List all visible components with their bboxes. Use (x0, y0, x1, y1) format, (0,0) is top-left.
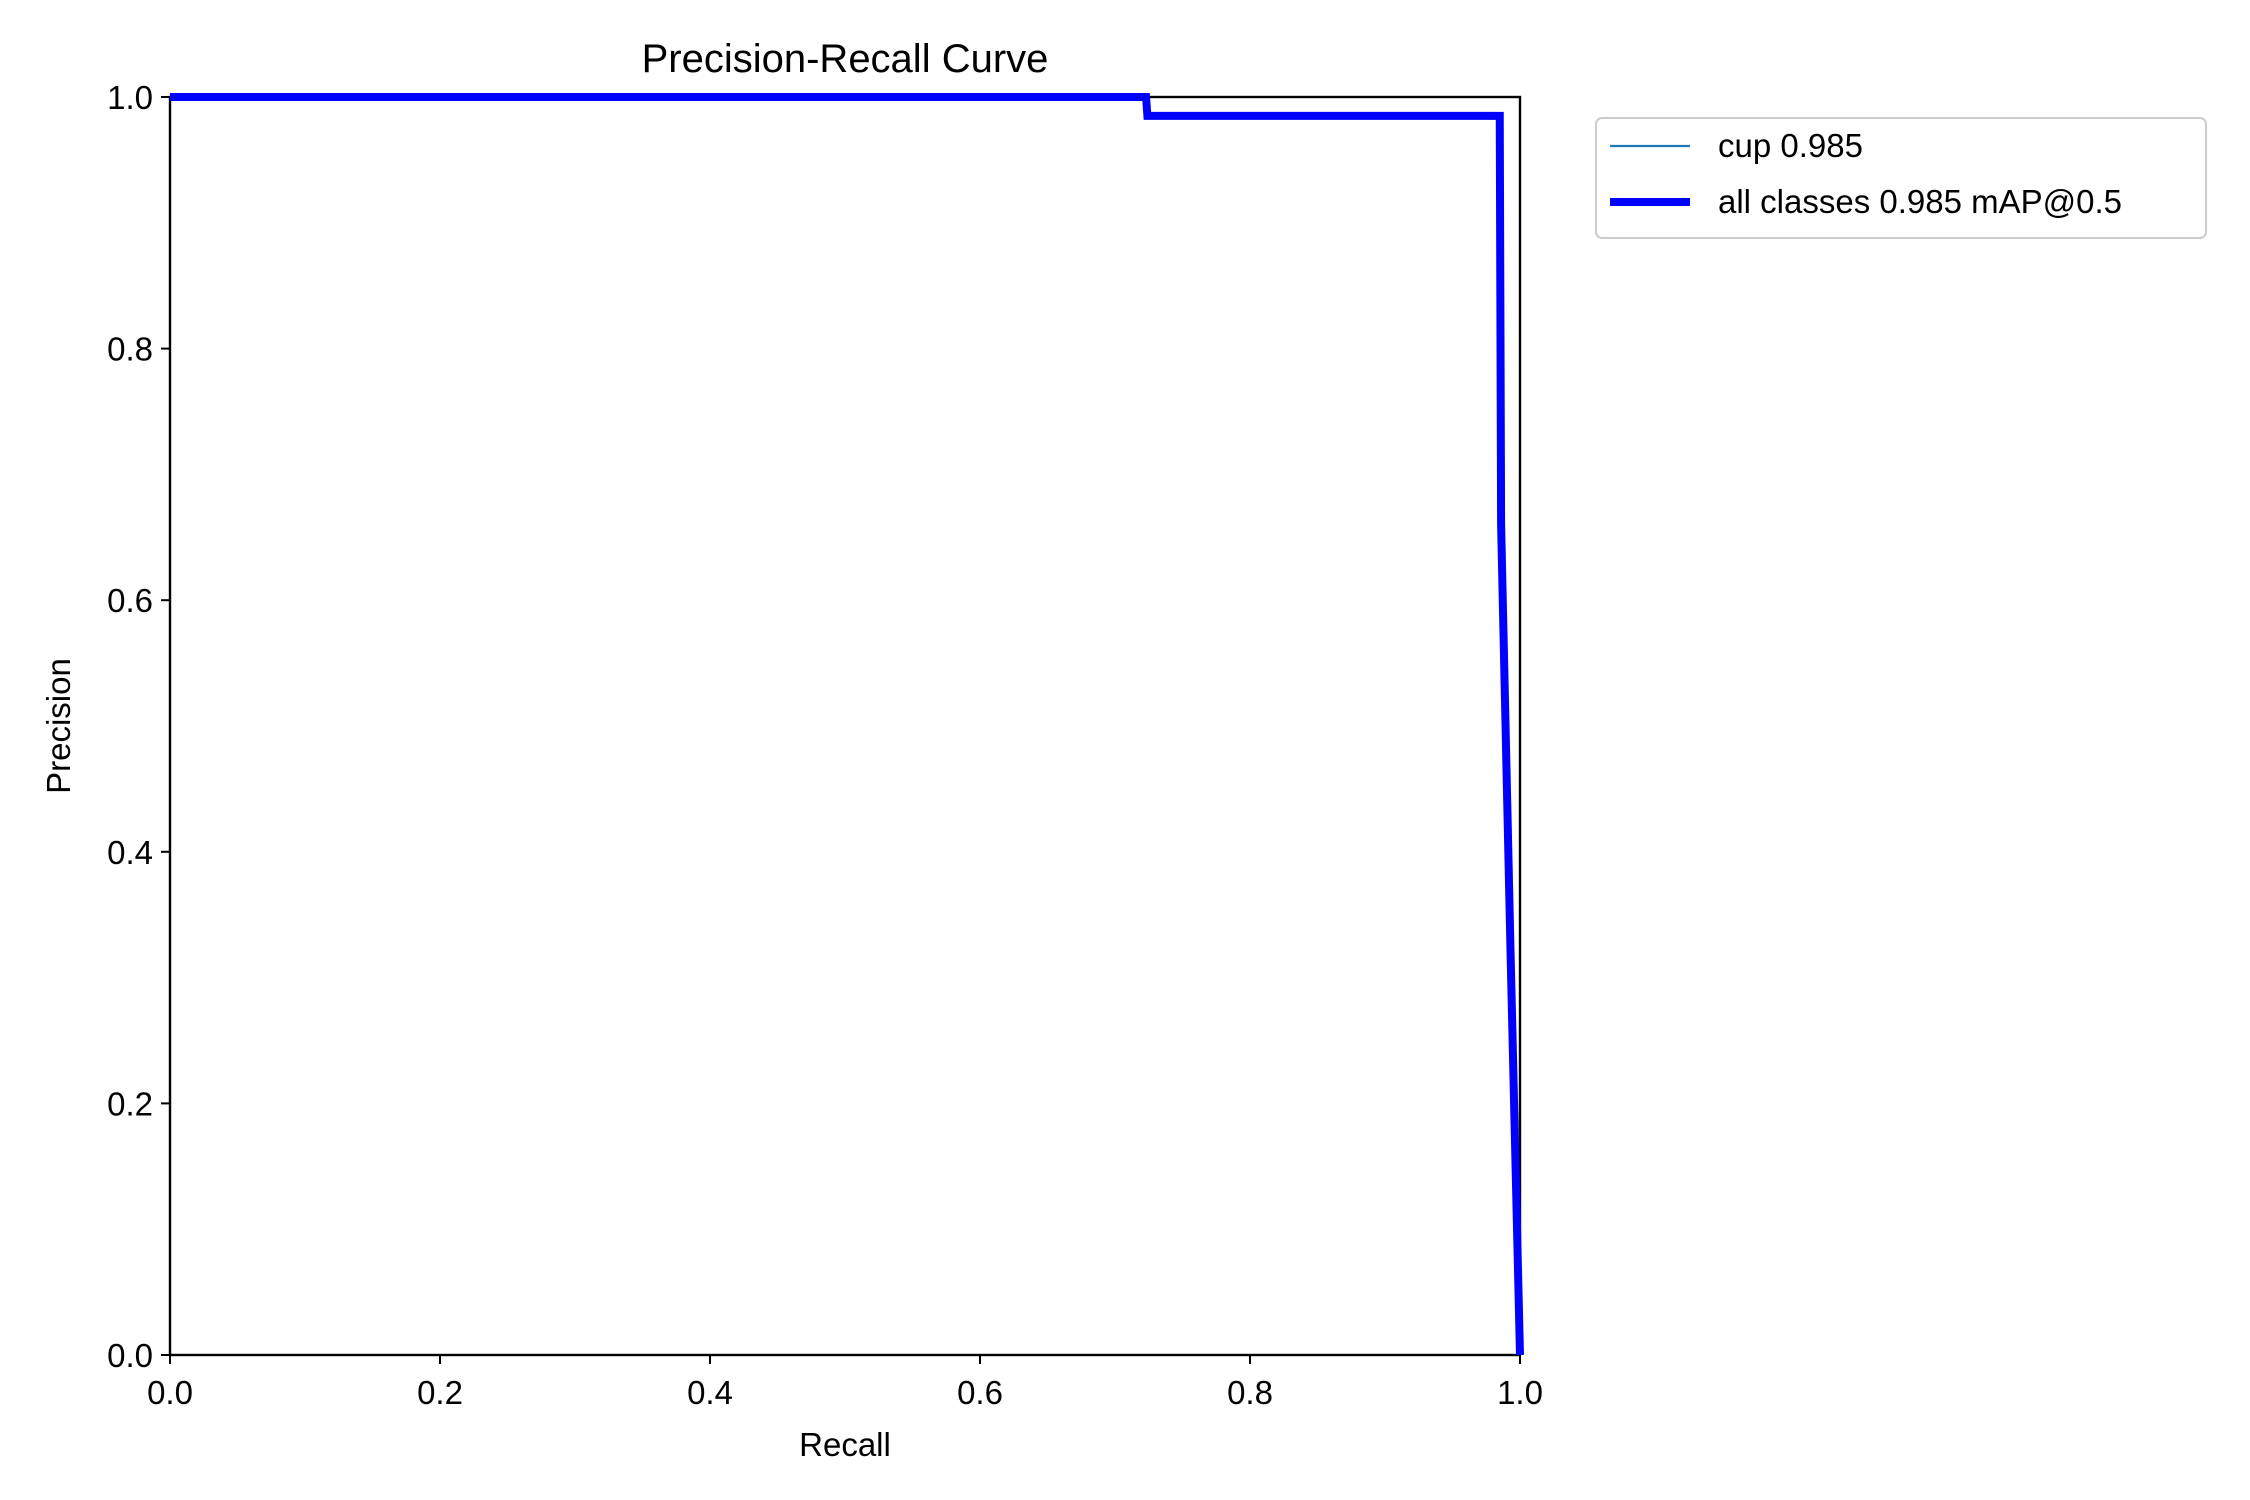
series-layer (170, 93, 1524, 1356)
x-tick-label: 0.2 (417, 1374, 463, 1411)
y-axis-label: Precision (40, 658, 77, 794)
x-axis-label: Recall (799, 1426, 891, 1463)
y-tick-label: 0.2 (107, 1085, 153, 1122)
legend-box (1595, 117, 2207, 239)
legend-label-all-classes: all classes 0.985 mAP@0.5 (1718, 183, 2122, 220)
x-axis-ticks: 0.0 0.2 0.4 0.6 0.8 1.0 (147, 1355, 1543, 1411)
chart-title: Precision-Recall Curve (642, 37, 1049, 81)
y-tick-label: 0.6 (107, 582, 153, 619)
x-tick-label: 0.0 (147, 1374, 193, 1411)
legend-label-cup: cup 0.985 (1718, 127, 1863, 164)
x-tick-label: 1.0 (1497, 1374, 1543, 1411)
y-tick-label: 0.8 (107, 331, 153, 368)
y-tick-label: 1.0 (107, 79, 153, 116)
y-axis-ticks: 0.0 0.2 0.4 0.6 0.8 1.0 (107, 79, 170, 1374)
y-tick-label: 0.4 (107, 834, 153, 871)
legend: cup 0.985 all classes 0.985 mAP@0.5 (1595, 117, 2207, 239)
x-tick-label: 0.6 (957, 1374, 1003, 1411)
series-line-1 (170, 93, 1524, 1356)
x-tick-label: 0.8 (1227, 1374, 1273, 1411)
y-tick-label: 0.0 (107, 1337, 153, 1374)
x-tick-label: 0.4 (687, 1374, 733, 1411)
plot-frame (168, 95, 1522, 1357)
